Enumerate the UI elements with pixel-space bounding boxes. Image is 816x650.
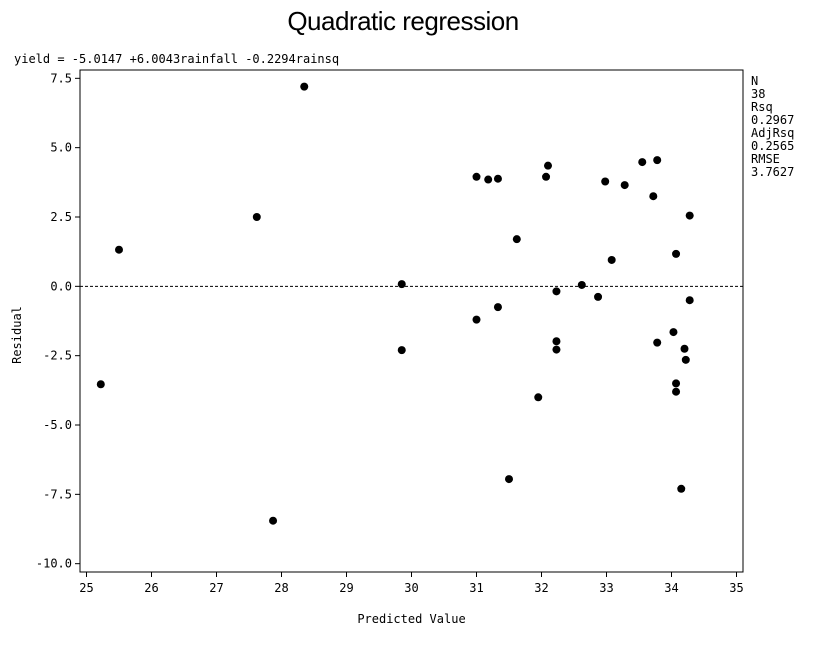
data-point (601, 177, 610, 186)
data-point (620, 181, 629, 190)
data-point (677, 484, 686, 493)
data-point (577, 280, 586, 289)
data-point (397, 346, 406, 355)
stat-rmse-label: RMSE (751, 152, 780, 166)
stat-rsq-value: 0.2967 (751, 113, 795, 127)
data-point (534, 393, 543, 402)
data-point (512, 235, 521, 244)
data-point (672, 249, 681, 258)
x-tick-label: 26 (144, 581, 158, 595)
data-point (484, 175, 493, 184)
chart-title: Quadratic regression (287, 6, 519, 36)
data-point (685, 211, 694, 220)
data-point (607, 255, 616, 264)
data-point (542, 172, 551, 181)
data-point (638, 158, 647, 167)
data-point (672, 379, 681, 388)
y-tick-label: 2.5 (50, 210, 72, 224)
data-point (472, 172, 481, 181)
data-point (115, 245, 123, 254)
fit-statistics-panel: N 38 Rsq 0.2967 AdjRsq 0.2565 RMSE 3.762… (751, 75, 794, 179)
stat-rsq-label: Rsq (751, 100, 773, 114)
data-point (300, 82, 309, 91)
stat-rmse-value: 3.7627 (751, 165, 795, 179)
y-tick-label: -5.0 (43, 418, 72, 432)
data-point (397, 280, 406, 289)
y-tick-label: -10.0 (36, 557, 72, 571)
y-tick-label: 7.5 (50, 71, 72, 85)
stat-adjrsq-label: AdjRsq (751, 126, 795, 140)
data-point (669, 328, 678, 337)
x-axis-label: Predicted Value (357, 612, 465, 626)
x-tick-label: 33 (599, 581, 613, 595)
data-point (505, 475, 513, 484)
data-point (552, 337, 561, 346)
y-tick-label: -7.5 (43, 487, 72, 501)
data-points (96, 82, 694, 525)
x-tick-label: 27 (209, 581, 223, 595)
x-tick-label: 34 (664, 581, 678, 595)
y-tick-label: -2.5 (43, 349, 72, 363)
x-tick-label: 29 (339, 581, 353, 595)
data-point (681, 355, 690, 364)
y-tick-label: 5.0 (50, 141, 72, 155)
x-tick-label: 25 (79, 581, 93, 595)
data-point (493, 303, 502, 312)
stat-adjrsq-value: 0.2565 (751, 139, 795, 153)
y-axis: 7.5 5.0 2.5 0.0 -2.5 -5.0 -7.5 -10.0 (36, 71, 80, 571)
x-tick-label: 28 (274, 581, 288, 595)
data-point (96, 380, 105, 389)
data-point (594, 292, 603, 301)
data-point (269, 516, 278, 525)
plot-frame (79, 69, 744, 573)
data-point (680, 344, 689, 353)
data-point (493, 174, 502, 183)
data-point (252, 212, 261, 221)
data-point (653, 338, 662, 347)
x-tick-label: 30 (404, 581, 418, 595)
stat-n-value: 38 (751, 87, 766, 101)
y-axis-label: Residual (10, 306, 24, 364)
y-tick-label: 0.0 (50, 279, 72, 293)
data-point (544, 161, 552, 170)
x-tick-label: 31 (469, 581, 483, 595)
data-point (653, 156, 662, 165)
x-tick-label: 35 (729, 581, 743, 595)
stat-n-label: N (751, 74, 759, 88)
data-point (685, 296, 694, 305)
data-point (672, 387, 681, 396)
data-point (472, 315, 481, 324)
data-point (649, 192, 658, 201)
x-tick-label: 32 (534, 581, 548, 595)
regression-equation: yield = -5.0147 +6.0043rainfall -0.2294r… (14, 52, 340, 66)
x-axis: 25 26 27 28 29 30 31 32 33 34 35 (79, 572, 744, 595)
data-point (552, 287, 561, 296)
data-point (552, 345, 561, 354)
